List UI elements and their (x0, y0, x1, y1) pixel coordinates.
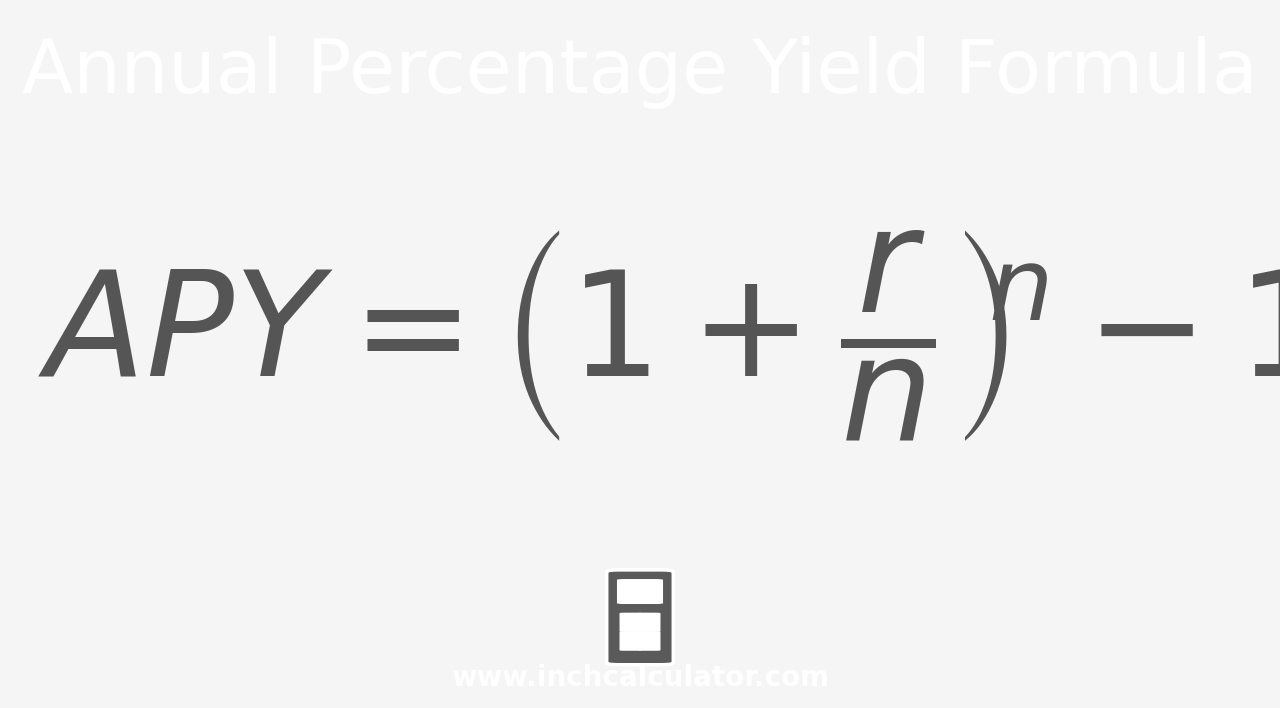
FancyBboxPatch shape (617, 579, 663, 604)
FancyBboxPatch shape (637, 632, 660, 651)
FancyBboxPatch shape (620, 632, 641, 651)
Text: Annual Percentage Yield Formula: Annual Percentage Yield Formula (22, 36, 1258, 109)
FancyBboxPatch shape (637, 612, 660, 632)
FancyBboxPatch shape (620, 612, 641, 632)
Text: www.inchcalculator.com: www.inchcalculator.com (451, 664, 829, 692)
FancyBboxPatch shape (607, 570, 673, 665)
Text: $\mathit{APY} = \left(1 + \dfrac{r}{n}\right)^{\!\!n} - 1$: $\mathit{APY} = \left(1 + \dfrac{r}{n}\r… (38, 228, 1280, 442)
